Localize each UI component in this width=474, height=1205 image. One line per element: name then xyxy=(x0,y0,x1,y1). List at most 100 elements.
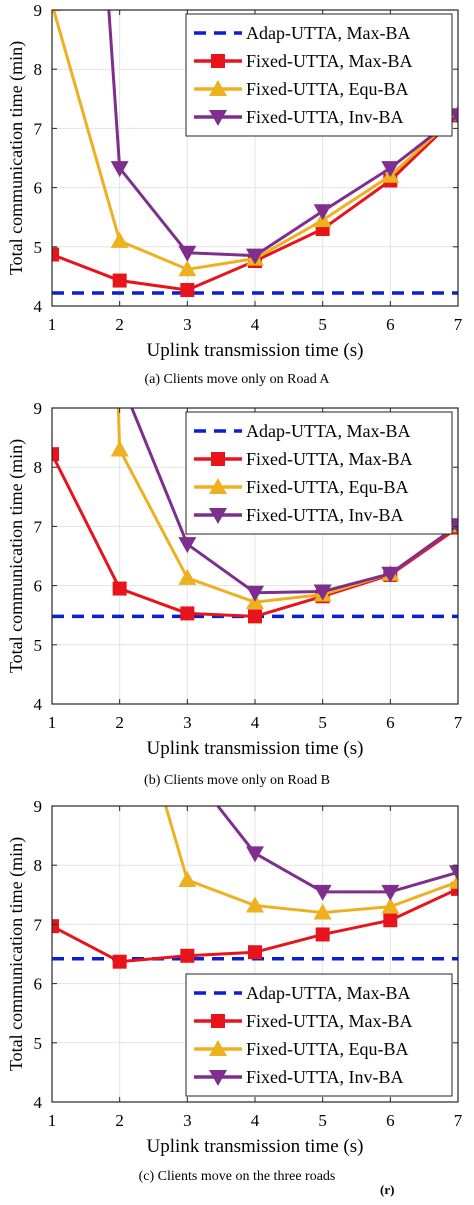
chart-b-legend-marker xyxy=(209,478,227,494)
chart-a-legend-marker xyxy=(209,110,227,126)
chart-b-x-tick-label: 4 xyxy=(251,713,260,732)
chart-b-caption: (b) Clients move only on Road B xyxy=(144,773,330,788)
chart-c-data-point xyxy=(246,846,264,863)
chart-b-data-point xyxy=(180,606,195,621)
chart-a-x-tick-label: 2 xyxy=(115,315,124,334)
chart-c-y-tick-label: 4 xyxy=(34,1093,43,1112)
chart-a-legend-marker xyxy=(209,80,227,96)
chart-c-x-tick-label: 1 xyxy=(48,1111,57,1130)
chart-c-data-point xyxy=(313,903,332,920)
chart-c-x-tick-label: 3 xyxy=(183,1111,192,1130)
chart-c-svg: 1 2 3 4 5 6 7 4 5 6 7 8 9 Uplink transmission time (s… xyxy=(6,797,463,1157)
chart-b-legend-label: Fixed-UTTA, Max-BA xyxy=(246,449,413,469)
chart-b-data-point xyxy=(248,609,262,624)
chart-a-y-tick-label: 7 xyxy=(34,119,43,138)
chart-a-data-point xyxy=(110,231,129,248)
chart-b-x-tick-label: 6 xyxy=(386,713,395,732)
chart-a-caption: (a) Clients move only on Road A xyxy=(144,372,330,387)
chart-c-data-point xyxy=(52,919,59,934)
chart-c-caption: (c) Clients move on the three roads xyxy=(138,1169,336,1184)
chart-a-x-axis-label: Uplink transmission time (s) xyxy=(147,340,364,361)
chart-c-x-tick-label: 4 xyxy=(251,1111,260,1130)
chart-c-legend-marker xyxy=(209,1040,227,1056)
chart-a-legend-label: Fixed-UTTA, Inv-BA xyxy=(246,107,404,127)
chart-b-x-axis-label: Uplink transmission time (s) xyxy=(147,738,364,759)
chart-c-data-point xyxy=(246,896,264,913)
chart-a-data-point xyxy=(52,247,59,262)
chart-c-data-point xyxy=(180,948,195,963)
chart-c-data-point xyxy=(248,945,262,960)
chart-c-legend-marker xyxy=(209,1070,227,1086)
chart-b-data-point xyxy=(52,447,59,462)
chart-a-y-tick-label: 6 xyxy=(34,179,43,198)
chart-c-data-point xyxy=(381,897,400,914)
chart-b-series-group xyxy=(52,408,458,624)
chart-b-svg: 1 2 3 4 5 6 7 4 5 6 7 8 9 Uplink transmission time (s… xyxy=(6,399,463,759)
chart-b-y-tick-label: 7 xyxy=(34,517,43,536)
chart-a-data-point xyxy=(313,204,332,221)
chart-c-data-point xyxy=(313,884,332,901)
chart-c-legend-label: Fixed-UTTA, Equ-BA xyxy=(246,1039,409,1059)
corner-mark: (r) xyxy=(380,1182,395,1197)
chart-c-legend-label: Fixed-UTTA, Max-BA xyxy=(246,1011,413,1031)
chart-c-data-point xyxy=(383,913,398,928)
chart-b-legend-label: Adap-UTTA, Max-BA xyxy=(246,421,411,441)
chart-a-data-point xyxy=(110,161,129,178)
chart-c-y-tick-label: 8 xyxy=(34,856,43,875)
chart-a-legend-label: Adap-UTTA, Max-BA xyxy=(246,23,411,43)
chart-a-data-point xyxy=(178,260,197,277)
chart-a-data-point xyxy=(112,273,127,288)
chart-b-data-point xyxy=(313,584,332,601)
chart-a-x-tick-label: 4 xyxy=(251,315,260,334)
chart-c-series-line-2 xyxy=(164,806,458,915)
chart-b-y-tick-label: 9 xyxy=(34,399,43,418)
chart-a-x-tick-label: 6 xyxy=(386,315,395,334)
chart-c-legend-label: Adap-UTTA, Max-BA xyxy=(246,983,411,1003)
chart-a-x-tick-label: 7 xyxy=(454,315,463,334)
chart-a-x-tick-label: 3 xyxy=(183,315,192,334)
chart-a-x-tick-label: 1 xyxy=(48,315,57,334)
chart-b-legend-marker xyxy=(209,508,227,524)
chart-a-series-group xyxy=(52,10,458,298)
chart-b-y-tick-label: 4 xyxy=(34,695,43,714)
chart-a-y-tick-label: 5 xyxy=(34,238,43,257)
chart-b-data-point xyxy=(178,537,197,554)
chart-c-data-point xyxy=(112,954,127,969)
chart-a-data-point xyxy=(180,283,195,298)
chart-a-legend-label: Fixed-UTTA, Max-BA xyxy=(246,51,413,71)
chart-b-legend-label: Fixed-UTTA, Equ-BA xyxy=(246,477,409,497)
chart-b-data-point xyxy=(112,581,127,596)
chart-c-legend-label: Fixed-UTTA, Inv-BA xyxy=(246,1067,404,1087)
chart-b-legend: Adap-UTTA, Max-BA Fixed-UTTA, Max-BA Fixed… xyxy=(185,411,453,535)
chart-a-data-point xyxy=(246,248,264,265)
chart-b-x-tick-label: 1 xyxy=(48,713,57,732)
chart-a-data-point xyxy=(178,245,197,262)
chart-c-y-axis-label: Total communication time (min) xyxy=(6,837,27,1071)
chart-c-x-tick-label: 5 xyxy=(318,1111,327,1130)
chart-c-x-tick-label: 6 xyxy=(386,1111,395,1130)
chart-c-x-axis-label: Uplink transmission time (s) xyxy=(147,1136,364,1157)
chart-c-y-tick-label: 5 xyxy=(34,1034,43,1053)
chart-a-y-tick-label: 8 xyxy=(34,60,43,79)
chart-panel-b: 1 2 3 4 5 6 7 4 5 6 7 8 9 Uplink transmission time (s… xyxy=(0,398,474,798)
chart-a-legend-label: Fixed-UTTA, Equ-BA xyxy=(246,79,409,99)
chart-panel-a: 1 2 3 4 5 6 7 4 5 6 7 8 9 Uplink transmission time (s… xyxy=(0,0,474,400)
chart-a-y-tick-label: 4 xyxy=(34,297,43,316)
chart-b-y-axis-label: Total communication time (min) xyxy=(6,439,27,673)
chart-c-y-tick-label: 6 xyxy=(34,975,43,994)
chart-c-data-point xyxy=(381,884,400,901)
chart-c-data-point xyxy=(315,927,330,942)
chart-c-x-tick-label: 2 xyxy=(115,1111,124,1130)
chart-c-legend: Adap-UTTA, Max-BA Fixed-UTTA, Max-BA Fixed… xyxy=(185,973,453,1097)
chart-a-y-tick-label: 9 xyxy=(34,1,43,20)
chart-panel-c: 1 2 3 4 5 6 7 4 5 6 7 8 9 Uplink transmission time (s… xyxy=(0,796,474,1196)
chart-a-y-axis-label: Total communication time (min) xyxy=(6,41,27,275)
chart-b-y-tick-label: 5 xyxy=(34,636,43,655)
chart-c-y-tick-label: 9 xyxy=(34,797,43,816)
chart-b-y-tick-label: 8 xyxy=(34,458,43,477)
chart-b-data-point xyxy=(110,440,129,457)
chart-b-legend-marker xyxy=(211,452,225,466)
chart-b-x-tick-label: 7 xyxy=(454,713,463,732)
chart-b-x-tick-label: 2 xyxy=(115,713,124,732)
chart-a-data-point xyxy=(381,161,400,178)
